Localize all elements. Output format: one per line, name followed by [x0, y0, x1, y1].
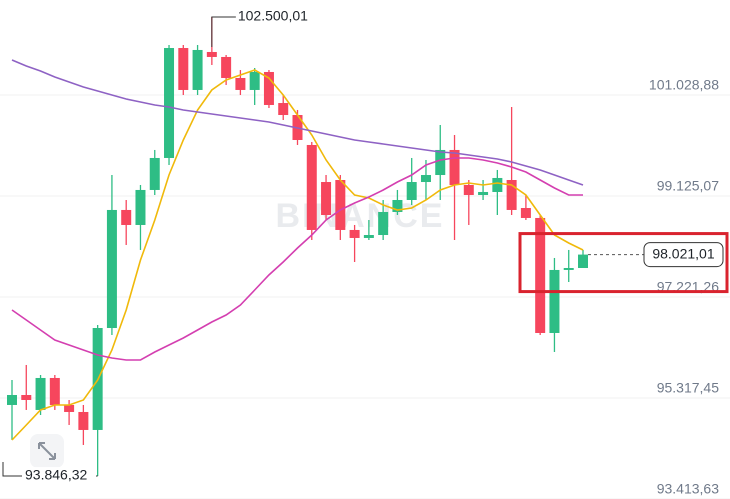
- candle-body: [563, 268, 574, 270]
- candle-body: [492, 177, 503, 192]
- candle-body: [221, 56, 232, 78]
- candle-body: [478, 191, 489, 196]
- candle-body: [335, 179, 346, 230]
- price-label: 98.021,01: [652, 245, 714, 261]
- low-label: 93.846,32: [25, 467, 87, 483]
- candle-body: [21, 395, 32, 400]
- candle-body: [35, 377, 46, 410]
- candle-body: [392, 199, 403, 212]
- candle-body: [578, 254, 588, 269]
- candle-body: [306, 144, 317, 230]
- y-tick-label: 95.317,45: [657, 380, 719, 396]
- candle-body: [263, 71, 274, 105]
- watermark: BINANCE: [276, 197, 445, 235]
- candle-body: [206, 51, 217, 57]
- candle-body: [121, 209, 132, 225]
- candle-body: [463, 184, 474, 196]
- candle-body: [535, 217, 546, 333]
- candle-body: [520, 208, 531, 218]
- candle-body: [49, 377, 60, 405]
- high-marker: [211, 16, 236, 47]
- candle-body: [64, 404, 75, 412]
- candle-body: [135, 189, 146, 225]
- candle-body: [192, 49, 203, 90]
- candle-body: [278, 103, 289, 116]
- candle-body: [164, 48, 175, 158]
- candle-body: [506, 179, 517, 210]
- y-tick-label: 99.125,07: [657, 178, 719, 194]
- candle-body: [378, 211, 389, 236]
- ma-line: [11, 157, 583, 361]
- candle-body: [149, 157, 160, 190]
- candle-body: [420, 175, 431, 183]
- y-tick-label: 101.028,88: [649, 77, 719, 93]
- high-label: 102.500,01: [238, 8, 308, 24]
- ma-line: [11, 59, 584, 186]
- candle-body: [363, 235, 374, 238]
- candle-body: [249, 71, 260, 90]
- candle-body: [106, 209, 117, 329]
- y-tick-label: 93.413,63: [657, 481, 719, 497]
- expand-icon-glyph[interactable]: [38, 442, 56, 460]
- candle-body: [321, 182, 332, 216]
- ma-line: [11, 69, 584, 441]
- candle-body: [406, 182, 417, 200]
- low-label-bg: [22, 467, 96, 486]
- expand-icon[interactable]: [30, 434, 64, 468]
- candle-body: [349, 229, 360, 238]
- candle-body: [235, 77, 246, 90]
- price-label-box: [643, 242, 724, 268]
- candle-body: [78, 411, 89, 430]
- candle-body: [435, 149, 446, 176]
- candle-body: [7, 395, 17, 405]
- candle-body: [549, 269, 560, 333]
- candle-body: [449, 149, 460, 185]
- candle-body: [178, 48, 189, 90]
- highlight-box: [518, 232, 729, 294]
